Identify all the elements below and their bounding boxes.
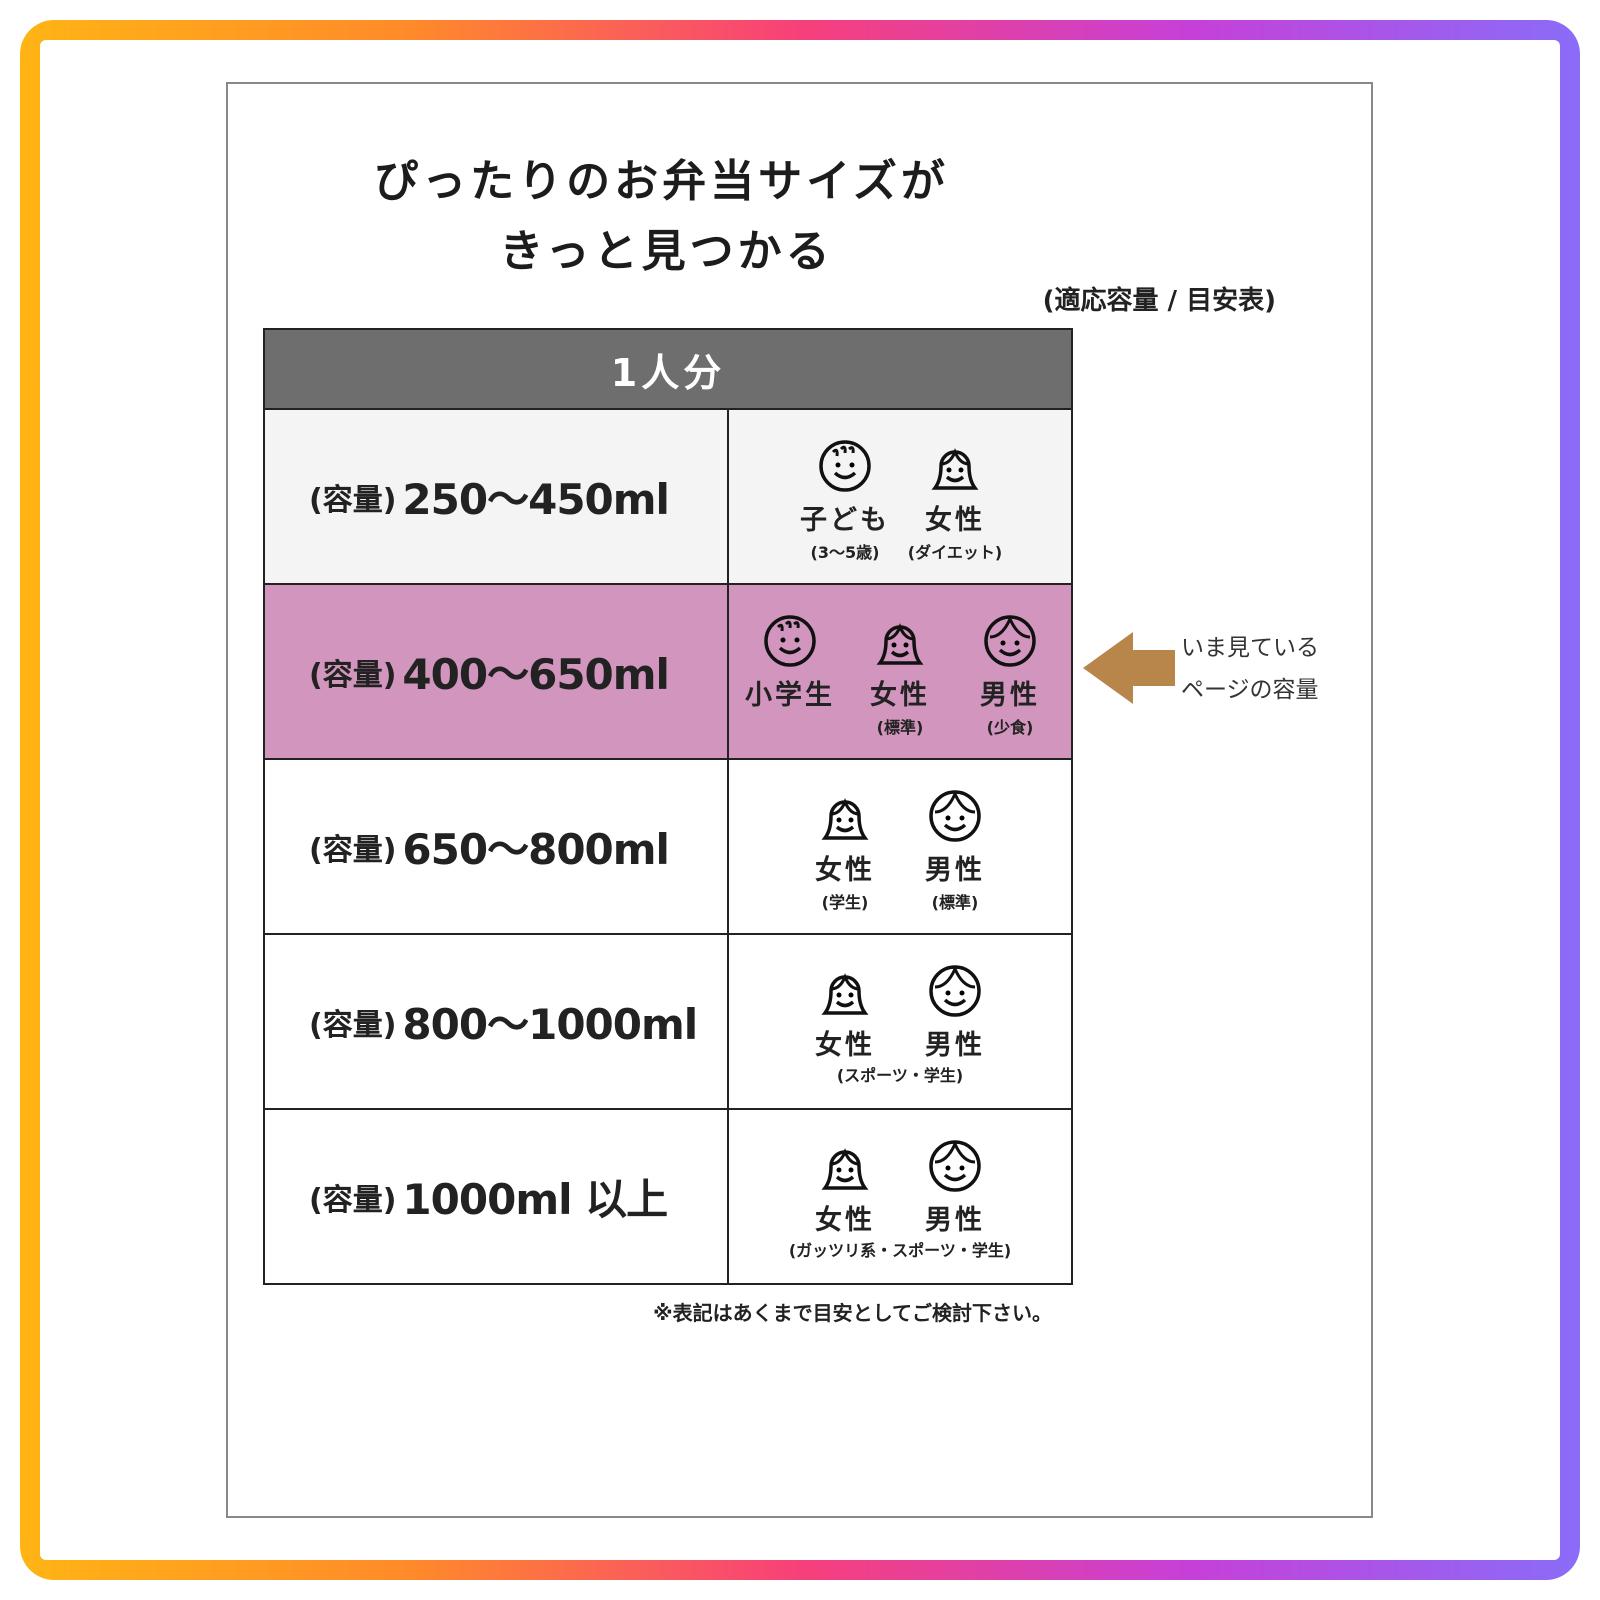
person: 女性 (学生) — [805, 788, 885, 913]
person-label: 女性 — [815, 1205, 875, 1236]
person-label: 小学生 — [745, 680, 835, 711]
person-label: 男性 — [980, 680, 1040, 711]
woman-face-icon — [821, 973, 869, 1015]
man-face-icon — [929, 965, 981, 1017]
table-row: (容量) 1000ml 以上 女性 男性 (ガッツリ系・スポーツ・学生) — [265, 1108, 1071, 1283]
shared-note: (スポーツ・学生) — [836, 1066, 964, 1085]
person-label: 男性 — [925, 855, 985, 886]
capacity-value: 400〜650ml — [402, 650, 670, 699]
person-note: (標準) — [876, 718, 924, 737]
person: 男性 (標準) — [915, 788, 995, 913]
callout-line-1: いま見ている — [1181, 635, 1319, 661]
capacity-cell: (容量) 800〜1000ml — [265, 935, 729, 1108]
subtitle: (適応容量 / 目安表) — [1042, 286, 1276, 316]
size-table: 1人分 (容量) 250〜450ml 子ども (3〜5歳) 女性 (ダイエット) (容量) 4… — [263, 328, 1073, 1285]
woman-face-icon — [821, 798, 869, 840]
person-note: (少食) — [986, 718, 1034, 737]
person: 女性 — [805, 1138, 885, 1237]
table-header: 1人分 — [265, 330, 1071, 408]
capacity-value: 650〜800ml — [402, 825, 670, 874]
person-label: 女性 — [815, 855, 875, 886]
woman-face-icon — [821, 1148, 869, 1190]
shared-note: (ガッツリ系・スポーツ・学生) — [788, 1241, 1012, 1260]
person: 女性 (標準) — [860, 613, 940, 738]
capacity-cell: (容量) 400〜650ml — [265, 585, 729, 758]
person-note: (ダイエット) — [907, 543, 1003, 562]
person: 女性 — [805, 963, 885, 1062]
table-row: (容量) 400〜650ml 小学生 女性 (標準) 男性 (少食) — [265, 583, 1071, 758]
person: 男性 (少食) — [970, 613, 1050, 738]
person-label: 女性 — [925, 505, 985, 536]
man-face-icon — [929, 790, 981, 842]
capacity-value: 250〜450ml — [402, 475, 670, 524]
footnote: ※表記はあくまで目安としてご検討下さい。 — [653, 1301, 1052, 1325]
person: 女性 (ダイエット) — [908, 438, 1002, 563]
person: 男性 — [915, 963, 995, 1062]
person-label: 男性 — [925, 1205, 985, 1236]
person-label: 女性 — [870, 680, 930, 711]
capacity-prefix: (容量) — [309, 1182, 397, 1218]
person: 小学生 — [745, 613, 832, 712]
capacity-cell: (容量) 250〜450ml — [265, 410, 729, 583]
person-note: (3〜5歳) — [810, 543, 880, 562]
capacity-value: 1000ml 以上 — [402, 1175, 668, 1224]
capacity-cell: (容量) 1000ml 以上 — [265, 1110, 729, 1283]
table-row: (容量) 250〜450ml 子ども (3〜5歳) 女性 (ダイエット) — [265, 408, 1071, 583]
capacity-value: 800〜1000ml — [402, 1000, 698, 1049]
person: 男性 — [915, 1138, 995, 1237]
man-face-icon — [984, 615, 1036, 667]
people-cell: 女性 (学生) 男性 (標準) — [729, 760, 1071, 933]
title-line-2: きっと見つかる — [499, 226, 834, 277]
capacity-prefix: (容量) — [309, 1007, 397, 1043]
woman-face-icon — [931, 448, 979, 490]
person: 子ども (3〜5歳) — [800, 438, 887, 563]
woman-face-icon — [876, 623, 924, 665]
person-note: (学生) — [821, 893, 869, 912]
person-label: 子ども — [800, 505, 890, 536]
capacity-prefix: (容量) — [309, 657, 397, 693]
document-page — [226, 82, 1373, 1518]
title-line-1: ぴったりのお弁当サイズが — [374, 156, 949, 207]
person-label: 女性 — [815, 1030, 875, 1061]
capacity-cell: (容量) 650〜800ml — [265, 760, 729, 933]
table-row: (容量) 800〜1000ml 女性 男性 (スポーツ・学生) — [265, 933, 1071, 1108]
table-row: (容量) 650〜800ml 女性 (学生) 男性 (標準) — [265, 758, 1071, 933]
man-face-icon — [929, 1140, 981, 1192]
capacity-prefix: (容量) — [309, 832, 397, 868]
capacity-prefix: (容量) — [309, 482, 397, 518]
person-note: (標準) — [931, 893, 979, 912]
callout-line-2: ページの容量 — [1181, 677, 1319, 703]
child-face-icon — [819, 440, 871, 492]
person-label: 男性 — [925, 1030, 985, 1061]
people-cell: 女性 男性 (ガッツリ系・スポーツ・学生) — [729, 1110, 1071, 1283]
people-cell: 女性 男性 (スポーツ・学生) — [729, 935, 1071, 1108]
child-face-icon — [764, 615, 816, 667]
people-cell: 小学生 女性 (標準) 男性 (少食) — [729, 585, 1071, 758]
arrow-left-icon — [1083, 632, 1175, 704]
people-cell: 子ども (3〜5歳) 女性 (ダイエット) — [729, 410, 1071, 583]
